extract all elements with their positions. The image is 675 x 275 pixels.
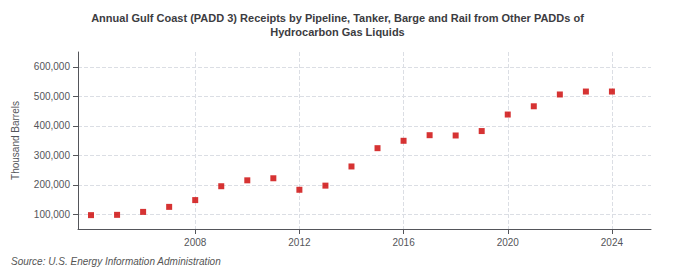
svg-text:2008: 2008: [184, 237, 207, 248]
svg-text:2012: 2012: [288, 237, 311, 248]
svg-text:2024: 2024: [601, 237, 624, 248]
svg-text:500,000: 500,000: [34, 91, 71, 102]
svg-text:200,000: 200,000: [34, 179, 71, 190]
svg-text:300,000: 300,000: [34, 150, 71, 161]
svg-text:Hydrocarbon Gas Liquids: Hydrocarbon Gas Liquids: [270, 26, 404, 38]
svg-text:2020: 2020: [497, 237, 520, 248]
svg-text:600,000: 600,000: [34, 61, 71, 72]
svg-text:Thousand Barrels: Thousand Barrels: [10, 101, 21, 180]
svg-text:2016: 2016: [392, 237, 415, 248]
svg-text:Annual Gulf Coast (PADD 3) Rec: Annual Gulf Coast (PADD 3) Receipts by P…: [91, 12, 584, 24]
svg-text:400,000: 400,000: [34, 120, 71, 131]
svg-text:Source: U.S. Energy Informatio: Source: U.S. Energy Information Administ…: [11, 256, 221, 267]
svg-text:100,000: 100,000: [34, 209, 71, 220]
